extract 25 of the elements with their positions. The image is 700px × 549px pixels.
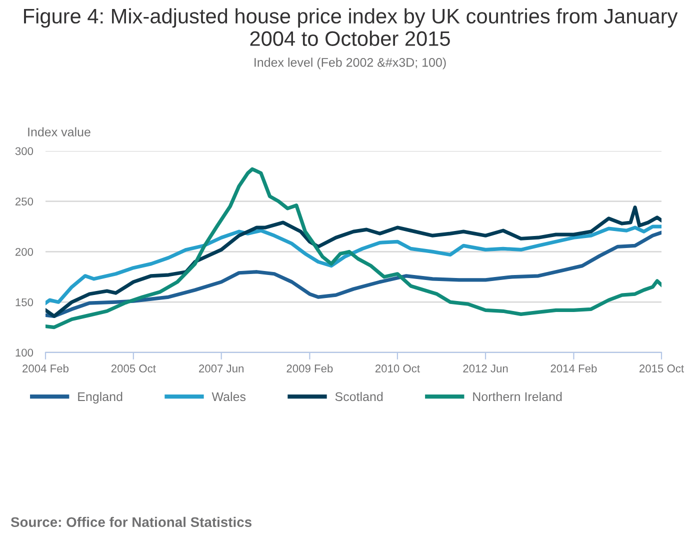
y-tick-label: 200 [16,248,34,256]
y-tick-label: 100 [16,348,34,357]
legend-label: Wales [212,392,246,402]
x-tick-label: 2007 Jun [199,364,244,372]
x-tick-label: 2010 Oct [375,364,420,372]
chart-subtitle: Index level (Feb 2002 &#x3D; 100) [254,58,446,70]
x-tick-label: 2009 Feb [286,364,333,372]
x-tick-label: 2004 Feb [22,364,69,372]
legend-label: Scotland [335,392,383,402]
line-series [46,167,662,330]
y-tick-label: 250 [16,198,34,206]
legend-label: Northern Ireland [473,392,562,402]
line-series [46,224,662,305]
line-series [46,206,662,318]
chart-title: Figure 4: Mix-adjusted house price index by UK countries from January 2004 to October 2015 [24,8,678,46]
y-axis-title: Index value [28,127,90,136]
source-note: Source: Office for National Statistics [10,516,252,528]
y-tick-label: 300 [15,147,34,156]
line-series [46,230,662,318]
x-tick-label: 2012 Jun [463,364,508,372]
legend-label: England [78,392,122,404]
x-tick-label: 2005 Oct [111,364,156,372]
y-tick-label: 150 [16,298,34,306]
x-tick-label: 2014 Feb [550,364,597,372]
x-tick-label: 2015 Oct [640,364,684,372]
